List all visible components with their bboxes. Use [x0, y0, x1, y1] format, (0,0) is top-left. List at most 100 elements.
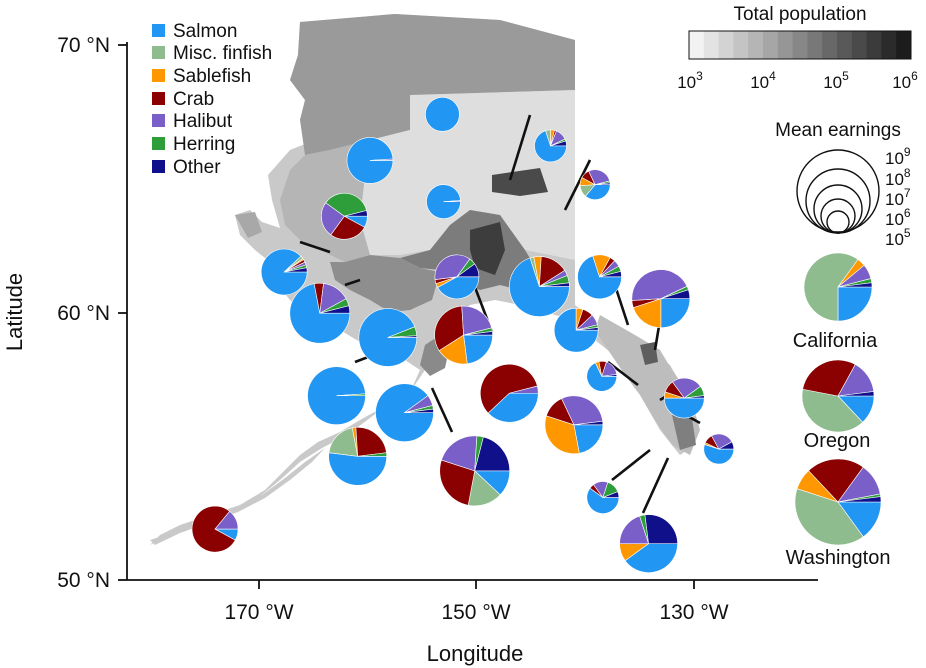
legend-swatch — [152, 114, 165, 127]
pie-slice-halibut — [321, 202, 345, 236]
size-legend-tick: 107 — [885, 186, 911, 209]
pie-slice-other — [837, 496, 882, 503]
colorbar-cell — [689, 31, 705, 59]
pie-slice-crab — [434, 305, 464, 352]
state-label-oregon: Oregon — [804, 430, 871, 452]
size-legend-tick: 106 — [885, 206, 911, 229]
state-pie-washington — [794, 458, 882, 546]
pie-slice-other — [539, 282, 570, 287]
legend-label: Sablefish — [173, 66, 251, 87]
pie-slice-halibut — [461, 305, 493, 336]
colorbar-cell — [718, 31, 734, 59]
colorbar-cell — [733, 31, 749, 59]
pie-slice-other — [576, 327, 599, 331]
colorbar-cell — [866, 31, 882, 59]
size-legend-tick: 105 — [885, 226, 911, 249]
pie-slice-other — [837, 391, 875, 397]
pie-slice-crab — [802, 359, 856, 397]
aleutian-islands — [150, 448, 325, 545]
pie-slice-other — [684, 395, 705, 399]
pie-slice-salmon — [586, 362, 618, 392]
region-pie — [434, 254, 480, 300]
x-tick-label: 130 °W — [659, 601, 728, 624]
size-legend-title: Mean earnings — [775, 120, 901, 141]
colorbar-cell — [837, 31, 853, 59]
region-pie — [358, 308, 418, 367]
pie-slice-halibut — [619, 515, 650, 544]
region-pie — [321, 192, 368, 240]
y-tick-label: 60 °N — [57, 302, 110, 325]
pie-slice-salmon — [534, 130, 567, 163]
region-pie — [191, 505, 239, 553]
legend-label: Other — [173, 157, 221, 178]
pie-slice-other — [404, 408, 434, 413]
colorbar-cell — [792, 31, 808, 59]
region-pie — [479, 363, 539, 423]
region-pie — [425, 97, 460, 132]
region-pie — [619, 514, 678, 573]
colorbar-tick: 106 — [892, 69, 918, 92]
legend-swatch — [152, 46, 165, 59]
pie-slice-salmon — [437, 276, 480, 300]
axes: 70 °N 60 °N 50 °N 170 °W 150 °W 130 °W L… — [2, 34, 818, 666]
region-pie — [307, 366, 366, 425]
colorbar-cell — [896, 31, 912, 59]
pie-slice-salmon — [463, 334, 493, 365]
pie-slice-misc-finfish — [794, 488, 864, 546]
size-legend-tick: 108 — [885, 166, 911, 189]
pie-slice-other — [602, 491, 620, 498]
y-axis-title: Latitude — [2, 273, 27, 351]
colorbar-cell — [881, 31, 897, 59]
state-label-washington: Washington — [786, 547, 891, 569]
pie-slice-crab — [479, 363, 538, 414]
pie-slice-salmon — [328, 452, 388, 486]
pie-slice-halibut — [443, 200, 461, 202]
region-pie — [579, 169, 611, 200]
colorbar-cell — [807, 31, 823, 59]
anchorage-region — [470, 222, 505, 275]
pie-slice-other — [660, 289, 691, 299]
pie-slice-salmon — [585, 184, 611, 200]
pie-slice-crab — [330, 215, 365, 240]
legend-swatch — [152, 24, 165, 37]
state-pie-california — [803, 252, 873, 322]
colorbar-tick: 104 — [750, 69, 776, 92]
colorbar-frame — [688, 30, 912, 60]
region-pie — [586, 481, 620, 514]
region-pie — [289, 282, 351, 344]
region-pie — [346, 137, 394, 184]
colorbar-cell — [777, 31, 794, 59]
pie-slice-crab — [808, 458, 864, 503]
pie-slice-crab — [439, 459, 476, 506]
pie-slice-salmon — [425, 97, 460, 132]
colorbar-cells — [689, 31, 912, 59]
pie-slice-other — [455, 263, 480, 278]
pie-slice-halibut — [561, 395, 604, 426]
region-pie — [553, 307, 599, 353]
pie-slice-halibut — [369, 158, 394, 161]
legend-label: Herring — [173, 134, 235, 155]
pie-slice-halibut — [588, 169, 610, 186]
region-pie — [544, 395, 604, 455]
region-pie — [439, 435, 511, 507]
y-tick-label: 50 °N — [57, 569, 110, 592]
region-pie — [434, 305, 493, 365]
colorbar-tick: 103 — [677, 69, 703, 92]
colorbar-cell — [851, 31, 868, 59]
colorbar-tick: 105 — [823, 69, 849, 92]
legend-swatch — [152, 69, 165, 82]
yukon-delta-coast — [235, 212, 262, 238]
pie-slice-halibut — [214, 510, 239, 530]
region-pie — [328, 427, 388, 486]
x-tick-label: 170 °W — [224, 601, 293, 624]
pie-slice-salmon — [837, 286, 873, 322]
pie-slice-other — [837, 282, 873, 288]
pie-slice-other — [550, 140, 567, 147]
colorbar-cell — [703, 31, 720, 59]
pie-slice-other — [344, 210, 368, 217]
pie-slice-salmon — [663, 397, 705, 419]
north-slope-region — [290, 14, 575, 155]
pie-slice-other — [595, 182, 611, 185]
legend-label: Halibut — [173, 111, 233, 132]
legend-label: Salmon — [173, 21, 237, 42]
